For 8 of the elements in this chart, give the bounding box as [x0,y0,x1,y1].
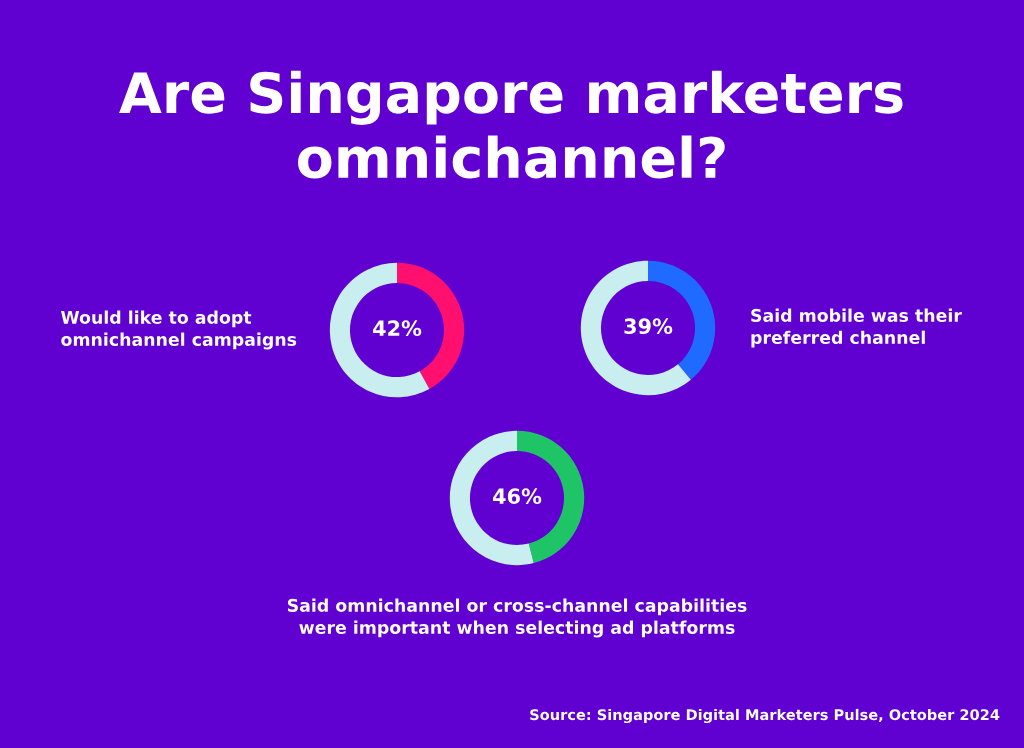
chart-title: Are Singapore marketers omnichannel? [119,70,903,179]
data-label: 42% [373,320,422,337]
text: Said mobile was their preferred channel [751,308,962,348]
data-label: 46% [493,488,542,505]
data-label: 39% [624,318,673,335]
source-note: Source: Singapore Digital Marketers Pulse, October 2024 [530,708,1000,724]
text: Said omnichannel or cross-channel capabilities were important when selecting ad platforms [287,598,747,638]
text: Would like to adopt omnichannel campaigns [61,310,297,350]
